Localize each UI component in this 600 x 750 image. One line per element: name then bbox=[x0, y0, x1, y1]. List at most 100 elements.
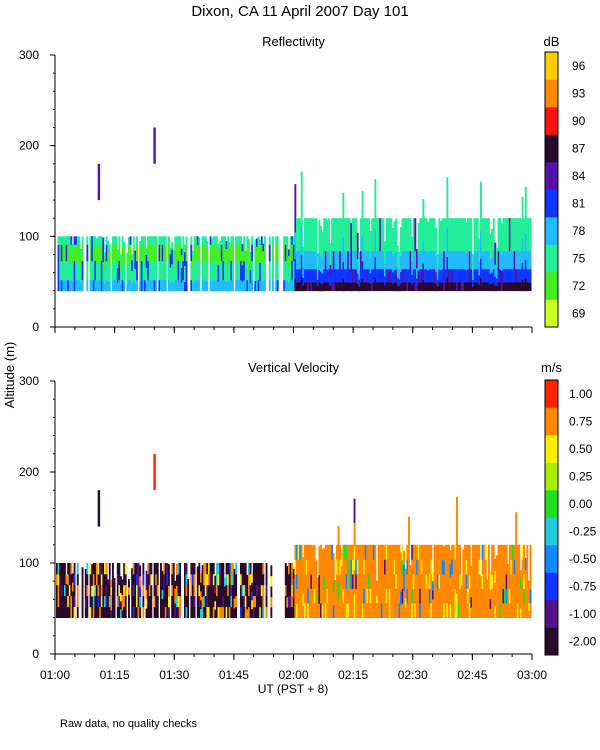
echo-cell bbox=[352, 218, 354, 252]
echo-cell bbox=[228, 584, 231, 597]
echo-cell bbox=[345, 250, 348, 270]
echo-cell bbox=[422, 603, 425, 618]
echo-cell bbox=[300, 276, 303, 292]
echo-cell bbox=[518, 269, 521, 283]
echo-cell bbox=[78, 244, 81, 262]
echo-cell bbox=[240, 563, 242, 575]
echo-cell bbox=[470, 576, 473, 587]
echo-cell bbox=[244, 256, 247, 270]
echo-cell bbox=[390, 218, 393, 252]
echo-cell bbox=[286, 244, 289, 262]
echo-cell bbox=[468, 588, 471, 604]
echo-cell bbox=[204, 260, 207, 281]
echo-cell bbox=[212, 573, 215, 586]
echo-cell bbox=[97, 279, 100, 292]
echo-cell bbox=[99, 563, 102, 575]
echo-cell bbox=[139, 565, 142, 577]
echo-cell bbox=[126, 269, 129, 284]
echo-cell bbox=[108, 563, 111, 575]
echo-cell bbox=[475, 559, 478, 575]
echo-cell bbox=[315, 282, 318, 292]
echo-cell bbox=[153, 584, 156, 597]
echo-cell bbox=[436, 588, 439, 604]
echo-cell bbox=[323, 589, 326, 605]
echo-cell bbox=[331, 282, 334, 292]
echo-cell bbox=[172, 563, 175, 575]
echo-cell bbox=[414, 250, 417, 270]
echo-cell bbox=[502, 250, 505, 270]
echo-cell bbox=[464, 269, 466, 283]
echo-cell bbox=[203, 595, 206, 608]
echo-cell bbox=[235, 279, 238, 292]
echo-cell bbox=[377, 218, 380, 252]
echo-cell bbox=[460, 600, 463, 610]
echo-cell bbox=[382, 269, 385, 283]
echo-cell bbox=[92, 606, 95, 618]
echo-cell bbox=[168, 236, 170, 245]
echo-cell bbox=[342, 279, 345, 292]
echo-cell bbox=[204, 584, 207, 597]
y-tick-label: 100 bbox=[19, 556, 39, 570]
echo-cell bbox=[473, 559, 476, 575]
echo-cell bbox=[419, 218, 422, 252]
echo-cell bbox=[260, 244, 263, 262]
echo-cell bbox=[363, 603, 366, 618]
echo-cell bbox=[220, 244, 223, 262]
echo-cell bbox=[214, 584, 217, 593]
echo-cell bbox=[331, 588, 334, 604]
echo-cell bbox=[360, 559, 362, 575]
echo-cell bbox=[214, 236, 217, 245]
echo-cell bbox=[342, 559, 345, 575]
echo-cell bbox=[227, 595, 230, 608]
echo-cell bbox=[184, 595, 186, 608]
echo-cell bbox=[342, 236, 345, 262]
echo-cell bbox=[382, 218, 385, 252]
echo-cell bbox=[441, 250, 444, 270]
echo-cell bbox=[193, 573, 196, 586]
echo-cell bbox=[270, 565, 273, 577]
echo-cell bbox=[251, 260, 254, 281]
echo-cell bbox=[492, 603, 495, 618]
echo-cell bbox=[216, 606, 218, 618]
echo-cell bbox=[198, 573, 201, 586]
echo-cell bbox=[136, 279, 138, 292]
echo-cell bbox=[350, 559, 353, 575]
echo-cell bbox=[161, 244, 164, 262]
colorbar-label: -0.50 bbox=[569, 552, 597, 566]
echo-cell bbox=[384, 603, 386, 618]
echo-cell bbox=[156, 563, 159, 575]
echo-cell bbox=[147, 563, 150, 575]
echo-cell bbox=[131, 568, 134, 579]
echo-cell bbox=[262, 264, 265, 282]
echo-cell bbox=[492, 588, 495, 604]
echo-cell bbox=[366, 218, 369, 252]
echo-cell bbox=[147, 244, 150, 262]
echo-cell bbox=[222, 236, 225, 245]
echo-cell bbox=[171, 584, 174, 597]
echo-cell bbox=[409, 607, 412, 618]
echo-cell bbox=[361, 559, 364, 575]
echo-cell bbox=[488, 250, 490, 270]
echo-cell bbox=[81, 244, 84, 262]
echo-cell bbox=[396, 544, 399, 560]
echo-cell bbox=[369, 588, 372, 604]
echo-cell bbox=[185, 260, 188, 281]
echo-cell bbox=[225, 584, 228, 597]
echo-cell bbox=[310, 573, 313, 589]
echo-cell bbox=[516, 544, 519, 560]
echo-cell bbox=[158, 279, 161, 292]
echo-cell bbox=[475, 588, 478, 604]
echo-cell bbox=[473, 544, 476, 560]
echo-cell bbox=[372, 573, 375, 589]
echo-cell bbox=[504, 282, 506, 292]
echo-cell bbox=[112, 244, 114, 262]
echo-cell bbox=[296, 269, 298, 283]
echo-cell bbox=[408, 557, 410, 578]
echo-cell bbox=[504, 269, 506, 283]
echo-cell bbox=[400, 578, 402, 592]
echo-cell bbox=[299, 573, 302, 589]
echo-cell bbox=[286, 586, 289, 598]
echo-cell bbox=[348, 282, 351, 292]
echo-cell bbox=[107, 248, 110, 264]
echo-cell bbox=[68, 595, 71, 608]
